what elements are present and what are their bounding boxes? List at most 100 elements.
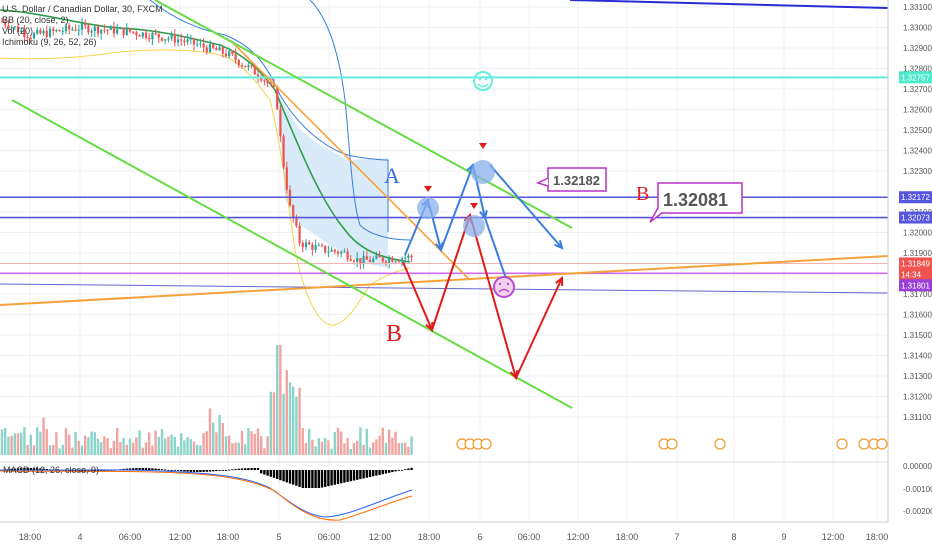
volume-bar bbox=[352, 442, 356, 455]
sad-eye bbox=[498, 282, 502, 286]
macd-histogram-bar bbox=[253, 468, 256, 470]
candle-body bbox=[205, 47, 208, 52]
price-callout-1-tail bbox=[535, 177, 549, 187]
volume-bar bbox=[90, 431, 93, 455]
candle-body bbox=[375, 255, 378, 259]
macd-histogram-bar bbox=[221, 470, 224, 471]
volume-bar bbox=[340, 431, 343, 455]
candle-body bbox=[295, 218, 298, 226]
candle-body bbox=[135, 32, 138, 36]
volume-bar bbox=[138, 430, 141, 455]
candle-body bbox=[208, 44, 212, 52]
volume-bar bbox=[378, 435, 381, 455]
volume-bar bbox=[26, 444, 29, 455]
volume-bar bbox=[400, 443, 404, 455]
macd-histogram-bar bbox=[71, 470, 74, 472]
volume-bar bbox=[84, 435, 87, 455]
top-blue-line bbox=[569, 0, 889, 9]
candle-body bbox=[359, 258, 362, 265]
candle-body bbox=[154, 33, 157, 35]
volume-bar bbox=[13, 433, 16, 455]
macd-histogram-bar bbox=[410, 467, 413, 470]
price-tick-label: 1.32900 bbox=[903, 44, 932, 53]
red-arrow bbox=[431, 214, 471, 331]
volume-bar bbox=[215, 432, 218, 455]
macd-histogram-bar bbox=[400, 469, 404, 471]
volume-bar bbox=[71, 447, 74, 455]
volume-bar bbox=[269, 391, 272, 455]
macd-histogram-bar bbox=[208, 470, 212, 472]
candle-body bbox=[202, 43, 205, 48]
price-tag bbox=[899, 211, 932, 224]
macd-histogram-bar bbox=[135, 468, 138, 470]
macd-histogram-bar bbox=[154, 468, 157, 470]
volume-bar bbox=[362, 444, 365, 455]
candle-body bbox=[324, 245, 327, 253]
volume-bar bbox=[135, 437, 138, 455]
volume-bar bbox=[224, 436, 228, 455]
volume-bar bbox=[333, 432, 336, 455]
candle-body bbox=[381, 257, 384, 262]
orange-diagonal bbox=[229, 39, 471, 281]
price-tick-label: 1.31500 bbox=[903, 331, 932, 340]
red-arrow bbox=[469, 214, 517, 379]
time-tick-label: 7 bbox=[674, 532, 679, 542]
candle-body bbox=[244, 65, 247, 68]
volume-bar bbox=[404, 442, 407, 455]
volume-bar bbox=[410, 436, 413, 455]
volume-bar bbox=[256, 428, 260, 455]
candle-body bbox=[404, 257, 407, 259]
macd-histogram-bar bbox=[375, 470, 378, 476]
price-tag-text: 1.32172 bbox=[901, 193, 930, 202]
candle-body bbox=[362, 256, 365, 265]
macd-histogram-bar bbox=[160, 469, 164, 470]
macd-histogram-bar bbox=[13, 468, 16, 470]
volume-bar bbox=[109, 448, 112, 455]
macd-histogram-bar bbox=[330, 470, 333, 486]
time-tick-label: 6 bbox=[477, 532, 482, 542]
macd-histogram-bar bbox=[349, 470, 352, 482]
price-callout-2-text: 1.32081 bbox=[663, 190, 728, 210]
macd-histogram-bar bbox=[196, 470, 199, 472]
volume-bar bbox=[218, 414, 221, 455]
symbol-line: U.S. Dollar / Canadian Dollar, 30, FXCM bbox=[2, 4, 163, 14]
macd-histogram-bar bbox=[263, 470, 266, 475]
macd-tick-label: 0.00000 bbox=[903, 462, 932, 471]
time-tick-label: 8 bbox=[731, 532, 736, 542]
macd-histogram-bar bbox=[157, 468, 160, 470]
economic-event-icon bbox=[836, 438, 848, 450]
indicator-vol: Vol (20) bbox=[2, 26, 34, 36]
volume-bar bbox=[372, 442, 375, 455]
volume-bar bbox=[93, 432, 96, 455]
volume-bar bbox=[276, 345, 279, 455]
candle-body bbox=[141, 32, 144, 37]
candle-body bbox=[260, 77, 263, 81]
volume-bar bbox=[375, 439, 378, 455]
volume-bar bbox=[20, 432, 23, 455]
volume-bar bbox=[237, 442, 240, 455]
volume-bar bbox=[199, 445, 202, 455]
candle-body bbox=[346, 251, 349, 260]
turning-point-circle bbox=[471, 160, 495, 184]
macd-histogram-bar bbox=[26, 468, 29, 470]
price-tick-label: 1.32700 bbox=[903, 85, 932, 94]
volume-bar bbox=[189, 439, 192, 455]
candle-body bbox=[212, 44, 215, 49]
volume-bar bbox=[282, 393, 285, 455]
price-tick-label: 1.32800 bbox=[903, 65, 932, 74]
label-b-upper: B bbox=[636, 183, 649, 205]
candle-body bbox=[266, 80, 269, 84]
volume-bar bbox=[208, 408, 212, 455]
candle-body bbox=[100, 29, 103, 34]
macd-histogram-bar bbox=[10, 468, 13, 470]
volume-bar bbox=[0, 429, 4, 455]
volume-bar bbox=[221, 423, 224, 455]
macd-histogram-bar bbox=[308, 470, 311, 488]
volume-bar bbox=[164, 438, 167, 455]
volume-bar bbox=[356, 440, 359, 455]
macd-histogram-bar bbox=[285, 470, 288, 483]
candle-body bbox=[221, 47, 224, 54]
macd-histogram-bar bbox=[343, 470, 346, 483]
